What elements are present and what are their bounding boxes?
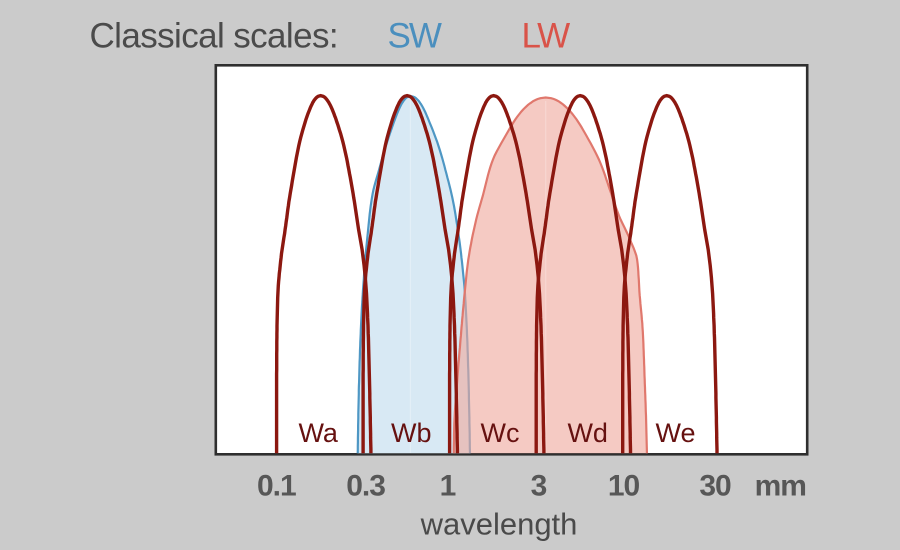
- svg-text:Wd: Wd: [567, 418, 608, 448]
- svg-text:LW: LW: [522, 17, 571, 56]
- svg-text:30: 30: [699, 470, 731, 503]
- svg-text:Wa: Wa: [298, 418, 338, 448]
- svg-text:Wb: Wb: [391, 418, 432, 448]
- svg-text:0.1: 0.1: [257, 470, 296, 503]
- svg-text:Classical scales:: Classical scales:: [90, 17, 339, 56]
- svg-text:Wc: Wc: [481, 418, 520, 448]
- svg-text:10: 10: [608, 470, 640, 503]
- svg-text:3: 3: [531, 470, 547, 503]
- svg-text:0.3: 0.3: [346, 470, 385, 503]
- svg-text:wavelength: wavelength: [420, 507, 578, 542]
- svg-text:1: 1: [440, 470, 456, 503]
- svg-text:SW: SW: [388, 17, 442, 56]
- svg-text:We: We: [655, 418, 695, 448]
- svg-text:mm: mm: [755, 470, 806, 503]
